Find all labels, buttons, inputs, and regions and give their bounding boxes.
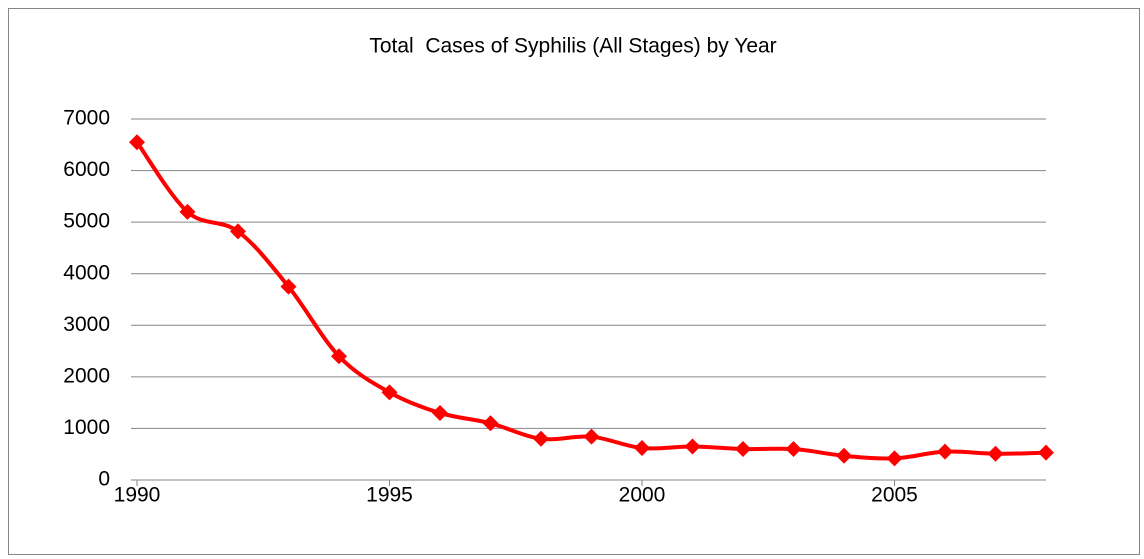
y-tick-label: 2000 xyxy=(63,364,110,387)
marker xyxy=(129,134,145,151)
marker xyxy=(987,445,1004,462)
marker xyxy=(533,430,549,447)
chart-frame xyxy=(8,8,1140,555)
marker xyxy=(381,384,398,401)
marker xyxy=(179,203,196,220)
marker xyxy=(836,447,852,464)
marker xyxy=(432,404,448,421)
marker xyxy=(482,415,499,432)
x-tick-label: 2005 xyxy=(871,484,918,507)
marker xyxy=(583,428,600,445)
y-tick-label: 4000 xyxy=(63,261,110,284)
marker xyxy=(331,348,347,365)
marker xyxy=(886,450,903,467)
marker xyxy=(937,443,953,460)
y-tick-label: 3000 xyxy=(63,313,110,336)
marker xyxy=(230,223,246,240)
marker xyxy=(280,278,297,295)
marker xyxy=(1038,444,1054,461)
x-tick-label: 2000 xyxy=(619,484,666,507)
y-tick-label: 6000 xyxy=(63,158,110,181)
marker xyxy=(735,441,751,458)
y-tick-label: 0 xyxy=(98,468,110,491)
marker xyxy=(684,438,701,455)
marker xyxy=(634,440,650,457)
chart-title: Total Cases of Syphilis (All Stages) by … xyxy=(369,35,776,58)
x-tick-label: 1995 xyxy=(366,484,413,507)
marker xyxy=(785,441,802,458)
y-tick-label: 1000 xyxy=(63,416,110,439)
x-tick-label: 1990 xyxy=(114,484,161,507)
y-tick-label: 7000 xyxy=(63,107,110,130)
y-tick-label: 5000 xyxy=(63,210,110,233)
